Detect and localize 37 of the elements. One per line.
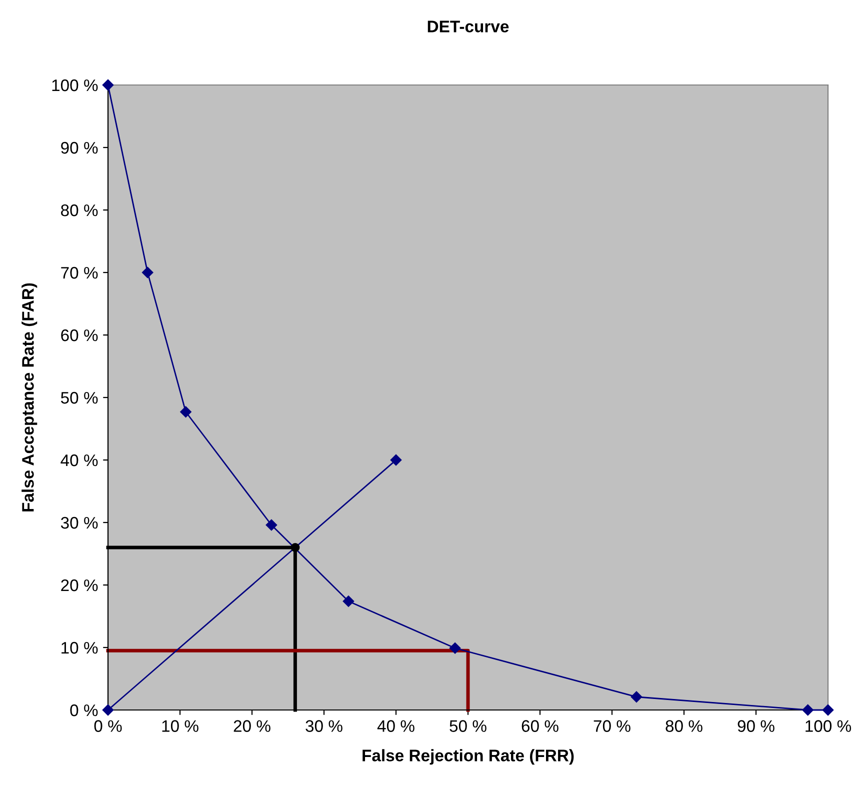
- x-tick-label: 0 %: [94, 720, 122, 732]
- point: [802, 704, 814, 716]
- y-tick-label: 100 %: [52, 79, 98, 92]
- x-tick-label: 90 %: [738, 720, 774, 732]
- y-tick-label: 90 %: [61, 142, 98, 154]
- x-tick-label: 60 %: [522, 720, 558, 732]
- point: [822, 704, 834, 716]
- y-tick-label: 50 %: [60, 392, 98, 404]
- chart-title: DET-curve: [428, 20, 509, 32]
- y-tick-label: 80 %: [61, 204, 98, 216]
- y-tick-label: 30 %: [60, 516, 98, 529]
- y-tick-label: 20 %: [61, 579, 98, 592]
- point: [630, 691, 642, 702]
- y-tick-label: 40 %: [60, 454, 98, 466]
- point: [266, 519, 278, 531]
- point: [102, 79, 114, 91]
- x-tick-label: 10 %: [162, 720, 198, 732]
- y-axis-title: False Acceptance Rate (FAR): [22, 283, 38, 512]
- point: [390, 454, 402, 466]
- x-tick-label: 70 %: [594, 720, 630, 732]
- point: [449, 642, 461, 654]
- x-tick-label: 20 %: [234, 720, 270, 732]
- point: [102, 704, 114, 716]
- x-tick-label: 80 %: [666, 720, 702, 732]
- point: [342, 596, 354, 607]
- point: [180, 406, 192, 418]
- x-tick-label: 50 %: [450, 720, 486, 732]
- x-tick-label: 40 %: [377, 720, 414, 732]
- x-tick-label: 100 %: [806, 720, 852, 732]
- point: [142, 266, 154, 278]
- y-tick-label: 60 %: [61, 329, 98, 342]
- x-axis-title: False Rejection Rate (FRR): [362, 749, 574, 765]
- y-tick-label: 0 %: [70, 704, 98, 716]
- x-tick-label: 30 %: [306, 720, 342, 732]
- y-tick-label: 70 %: [61, 266, 98, 279]
- point: [290, 543, 300, 552]
- y-tick-label: 10 %: [62, 642, 98, 654]
